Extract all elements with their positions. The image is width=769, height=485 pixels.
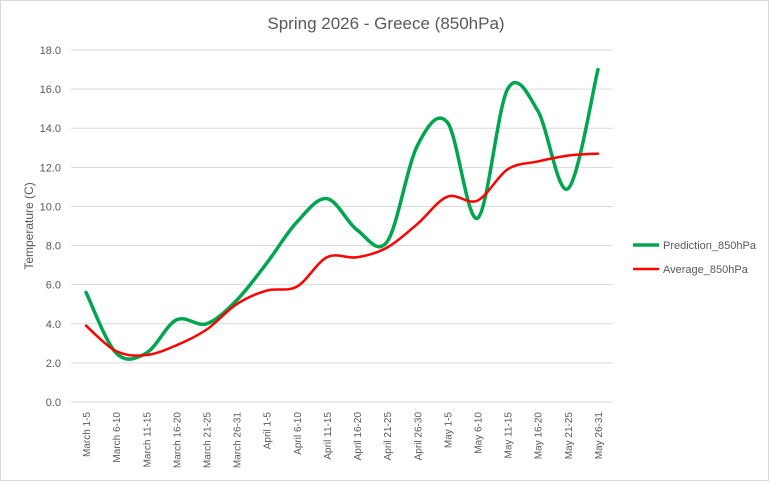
x-tick-label: April 16-20 [353,412,364,461]
y-tick-label: 14.0 [40,123,61,135]
x-tick-label: May 11-15 [504,412,515,459]
y-axis-label: Temperature (C) [22,182,36,269]
y-tick-label: 6.0 [46,280,61,292]
chart-title: Spring 2026 - Greece (850hPa) [267,14,504,33]
x-tick-label: April 26-30 [413,412,424,461]
x-tick-label: March 26-31 [233,412,244,469]
x-tick-label: April 11-15 [323,412,334,460]
x-tick-label: March 16-20 [172,412,183,469]
x-tick-label: May 1-5 [443,412,454,449]
x-tick-label: March 6-10 [112,412,123,463]
y-tick-label: 8.0 [46,241,61,253]
x-tick-label: May 26-31 [594,412,605,460]
series-line-average-850hpa [86,154,598,356]
x-tick-label: April 1-5 [263,412,274,450]
y-tick-label: 0.0 [46,397,61,409]
x-tick-label: May 16-20 [534,412,545,460]
y-tick-label: 16.0 [40,84,61,96]
y-tick-label: 10.0 [40,201,61,213]
y-tick-label: 12.0 [40,162,61,174]
y-tick-label: 4.0 [46,319,61,331]
x-tick-label: March 11-15 [142,412,153,468]
y-tick-label: 18.0 [40,45,61,57]
x-tick-label: March 21-25 [203,412,214,469]
x-tick-label: May 21-25 [564,412,575,460]
x-tick-label: May 6-10 [474,412,485,454]
series-line-prediction-850hpa [86,70,598,360]
x-tick-label: March 1-5 [82,412,93,457]
legend-label: Average_850hPa [663,264,749,276]
x-tick-label: April 6-10 [293,412,304,455]
x-tick-label: April 21-25 [383,412,394,461]
y-tick-label: 2.0 [46,358,61,370]
legend-label: Prediction_850hPa [663,240,757,252]
